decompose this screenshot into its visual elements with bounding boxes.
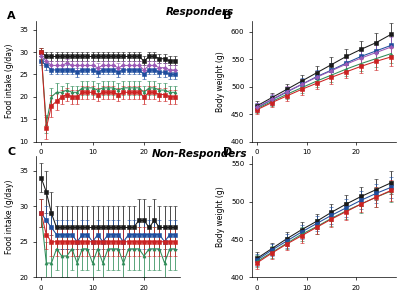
Text: C: C [7,147,15,157]
Text: A: A [7,11,16,21]
Y-axis label: Body weight (g): Body weight (g) [216,186,226,247]
Text: B: B [223,11,232,21]
X-axis label: Time (days): Time (days) [86,161,130,170]
Y-axis label: Food intake (g/day): Food intake (g/day) [5,180,14,254]
Y-axis label: Food intake (g/day): Food intake (g/day) [5,44,14,118]
Text: Non-Responders: Non-Responders [152,149,248,159]
Text: D: D [223,147,232,157]
Y-axis label: Body weight (g): Body weight (g) [216,51,225,112]
X-axis label: Time (days): Time (days) [302,161,346,170]
Text: Responders: Responders [166,7,234,17]
